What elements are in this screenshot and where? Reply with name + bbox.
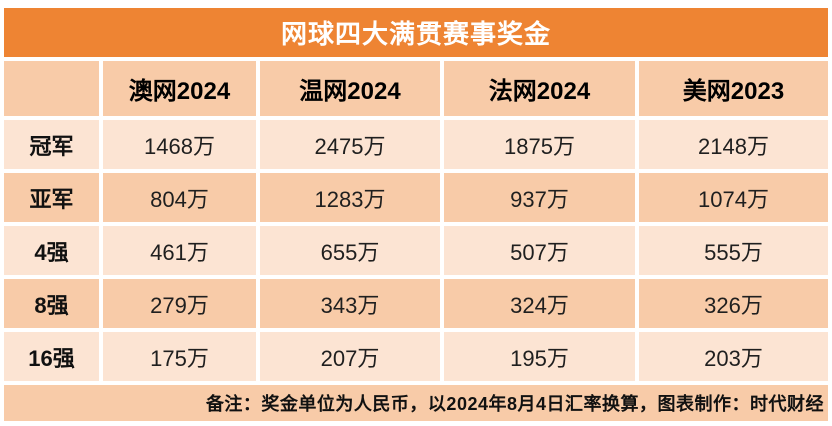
table-cell: 2148万 — [639, 120, 828, 169]
table-row-round-of-16: 16强 175万 207万 195万 203万 — [4, 332, 828, 381]
table-cell: 461万 — [103, 226, 256, 275]
table-cell: 804万 — [103, 173, 256, 222]
row-label: 亚军 — [4, 173, 99, 222]
table-cell: 203万 — [639, 332, 828, 381]
table-cell: 324万 — [444, 279, 635, 328]
table-row-runner-up: 亚军 804万 1283万 937万 1074万 — [4, 173, 828, 222]
table-cell: 1875万 — [444, 120, 635, 169]
table-row-semifinal: 4强 461万 655万 507万 555万 — [4, 226, 828, 275]
table-cell: 507万 — [444, 226, 635, 275]
row-label: 16强 — [4, 332, 99, 381]
title-bar: 网球四大满贯赛事奖金 — [4, 8, 828, 57]
table-cell: 207万 — [260, 332, 440, 381]
column-header-wimbledon: 温网2024 — [260, 61, 440, 116]
table-row-champion: 冠军 1468万 2475万 1875万 2148万 — [4, 120, 828, 169]
column-header-french-open: 法网2024 — [444, 61, 635, 116]
table-cell: 1074万 — [639, 173, 828, 222]
row-label: 冠军 — [4, 120, 99, 169]
table-cell: 937万 — [444, 173, 635, 222]
table-cell: 279万 — [103, 279, 256, 328]
row-label: 8强 — [4, 279, 99, 328]
table-cell: 1468万 — [103, 120, 256, 169]
page-title: 网球四大满贯赛事奖金 — [280, 19, 551, 49]
footer-note-bar: 备注：奖金单位为人民币，以2024年8月4日汇率换算，图表制作：时代财经 — [4, 385, 828, 421]
table-cell: 343万 — [260, 279, 440, 328]
table-cell: 326万 — [639, 279, 828, 328]
column-header-australian-open: 澳网2024 — [103, 61, 256, 116]
row-label: 4强 — [4, 226, 99, 275]
table-cell: 1283万 — [260, 173, 440, 222]
table-cell: 655万 — [260, 226, 440, 275]
table-cell: 195万 — [444, 332, 635, 381]
table-cell: 2475万 — [260, 120, 440, 169]
table-cell: 175万 — [103, 332, 256, 381]
table-cell: 555万 — [639, 226, 828, 275]
table-row-quarterfinal: 8强 279万 343万 324万 326万 — [4, 279, 828, 328]
header-corner-cell — [4, 61, 99, 116]
footer-note: 备注：奖金单位为人民币，以2024年8月4日汇率换算，图表制作：时代财经 — [205, 394, 824, 414]
column-header-us-open: 美网2023 — [639, 61, 828, 116]
table-header-row: 澳网2024 温网2024 法网2024 美网2023 — [4, 61, 828, 116]
